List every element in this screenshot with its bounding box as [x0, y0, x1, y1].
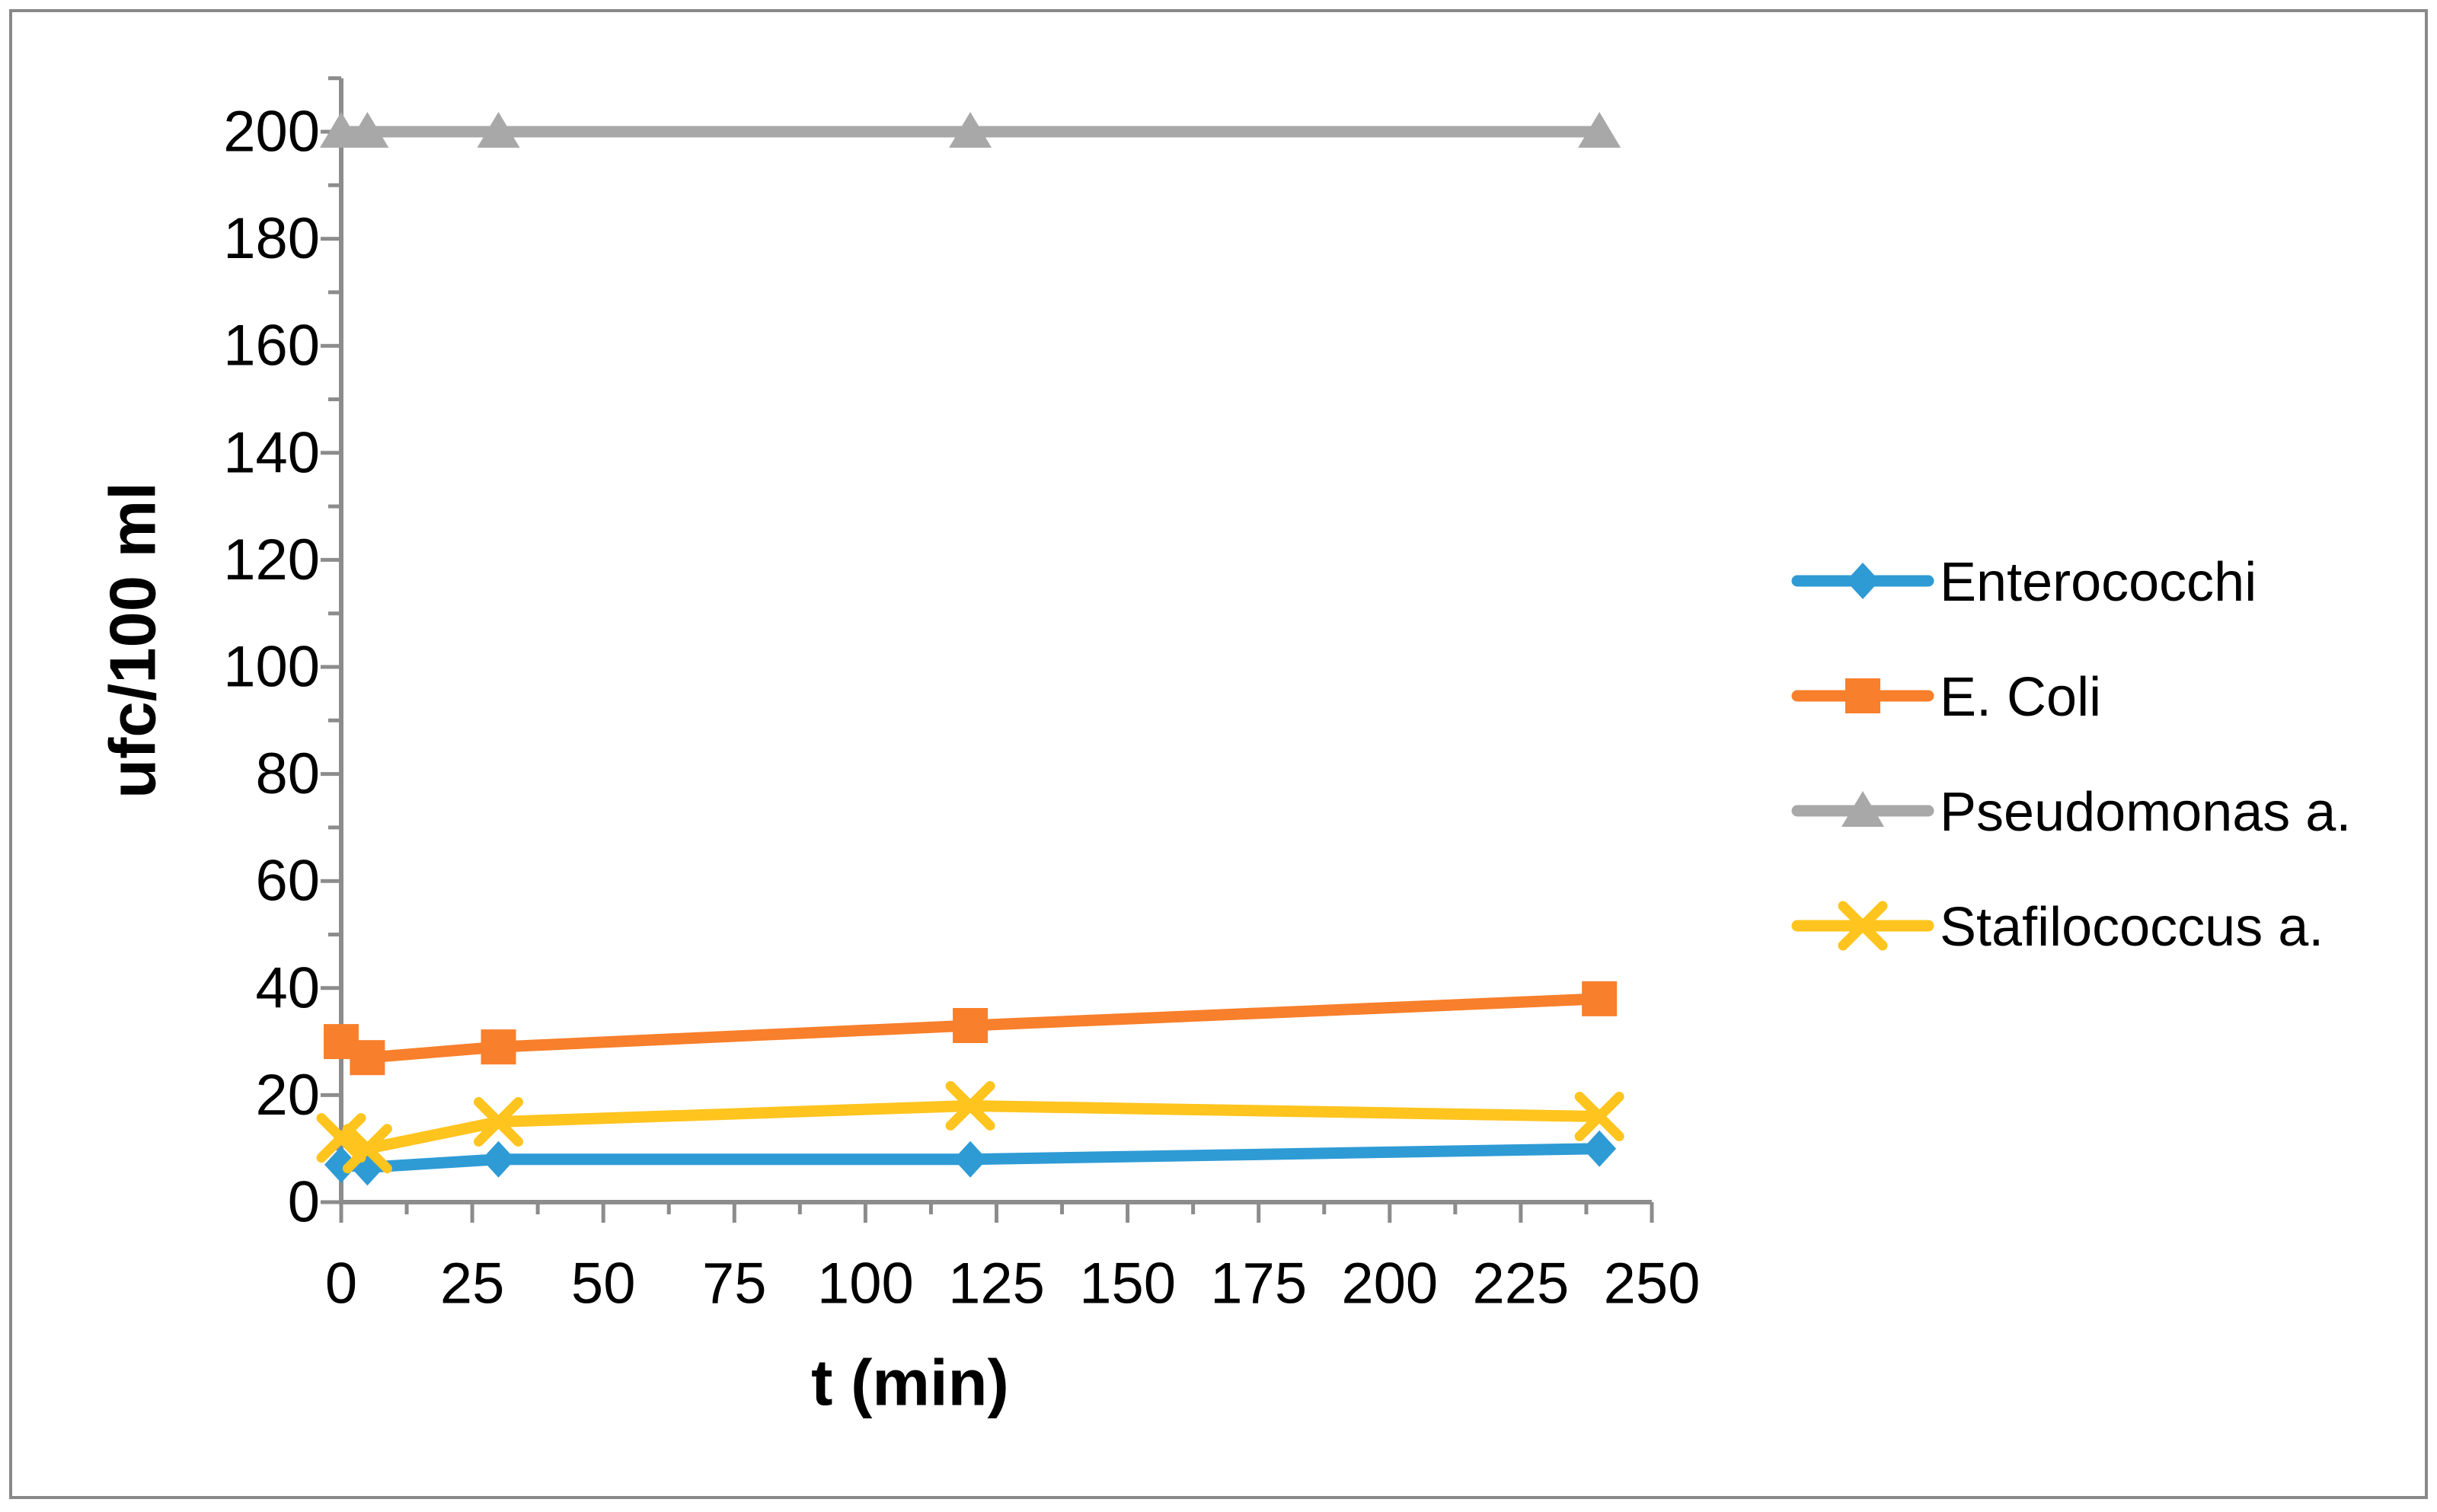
square-marker-e-coli	[953, 1008, 989, 1044]
y-tick-label: 120	[223, 528, 320, 592]
triangle-marker-pseudomonas-a	[477, 112, 520, 148]
diamond-marker-enterococchi	[324, 1146, 358, 1183]
x-tick-label: 125	[948, 1252, 1045, 1316]
square-marker-e-coli	[481, 1029, 516, 1065]
y-tick-label: 160	[223, 314, 320, 378]
diamond-marker-enterococchi	[481, 1140, 516, 1178]
legend-item-stafilococcus-a: Stafilococcus a.	[1791, 897, 2324, 958]
square-marker-e-coli	[1582, 981, 1618, 1016]
y-axis-title: ufc/100 ml	[97, 482, 170, 799]
x-tick-label: 75	[702, 1252, 767, 1316]
y-tick-label: 20	[255, 1063, 320, 1128]
x-marker-stafilococcus-a	[342, 1124, 392, 1174]
series	[316, 112, 1624, 1186]
x-tick-label: 100	[817, 1252, 914, 1316]
x-tick-label: 50	[571, 1252, 636, 1316]
x-axis-title: t (min)	[811, 1348, 1009, 1420]
triangle-marker-pseudomonas-a	[949, 112, 992, 148]
x-tick-label: 25	[440, 1252, 505, 1316]
x-tick-label: 150	[1079, 1252, 1176, 1316]
y-tick-label: 100	[223, 635, 320, 700]
tick-labels: 0 20 40 60 80 100 120 140 160 180 200 0 25 50 75 100 125…	[223, 100, 1700, 1316]
diamond-marker-enterococchi	[1583, 1130, 1617, 1167]
triangle-marker-pseudomonas-a	[1578, 112, 1621, 148]
x-tick-label: 175	[1210, 1252, 1307, 1316]
legend-triangle-icon	[1841, 791, 1884, 827]
triangle-marker-pseudomonas-a	[346, 112, 389, 148]
y-tick-label: 140	[223, 420, 320, 485]
y-tick-label: 40	[255, 955, 320, 1020]
legend-item-pseudomonas-a: Pseudomonas a.	[1791, 782, 2351, 843]
x-marker-stafilococcus-a	[1574, 1092, 1624, 1142]
legend: Enterococchi E. Coli Pseudomonas a. Stafilo…	[1791, 552, 2351, 958]
legend-x-icon	[1838, 901, 1888, 951]
x-marker-stafilococcus-a	[474, 1097, 524, 1147]
legend-square-icon	[1845, 678, 1880, 713]
legend-diamond-icon	[1846, 563, 1880, 599]
x-marker-stafilococcus-a	[316, 1113, 366, 1163]
series-pseudomonas-a	[320, 112, 1621, 148]
legend-item-enterococchi: Enterococchi	[1791, 552, 2257, 613]
x-tick-label: 225	[1472, 1252, 1569, 1316]
legend-label-e-coli: E. Coli	[1940, 667, 2101, 728]
legend-label-pseudomonas-a: Pseudomonas a.	[1940, 782, 2351, 843]
x-marker-stafilococcus-a	[945, 1080, 995, 1131]
square-marker-e-coli	[350, 1040, 385, 1076]
axes	[321, 76, 1654, 1223]
legend-item-e-coli: E. Coli	[1791, 667, 2101, 728]
y-tick-label: 80	[255, 742, 320, 806]
y-tick-label: 0	[288, 1170, 320, 1235]
y-tick-label: 60	[255, 849, 320, 914]
chart-border	[9, 9, 2428, 1499]
x-tick-label: 250	[1604, 1252, 1701, 1316]
y-tick-label: 180	[223, 206, 320, 271]
legend-label-stafilococcus-a: Stafilococcus a.	[1940, 897, 2324, 958]
series-e-coli	[324, 981, 1618, 1076]
x-tick-label: 200	[1341, 1252, 1438, 1316]
diamond-marker-enterococchi	[953, 1140, 988, 1178]
x-tick-label: 0	[325, 1252, 357, 1316]
y-tick-label: 200	[223, 100, 320, 164]
series-stafilococcus-a	[316, 1080, 1624, 1174]
legend-label-enterococchi: Enterococchi	[1940, 552, 2257, 613]
